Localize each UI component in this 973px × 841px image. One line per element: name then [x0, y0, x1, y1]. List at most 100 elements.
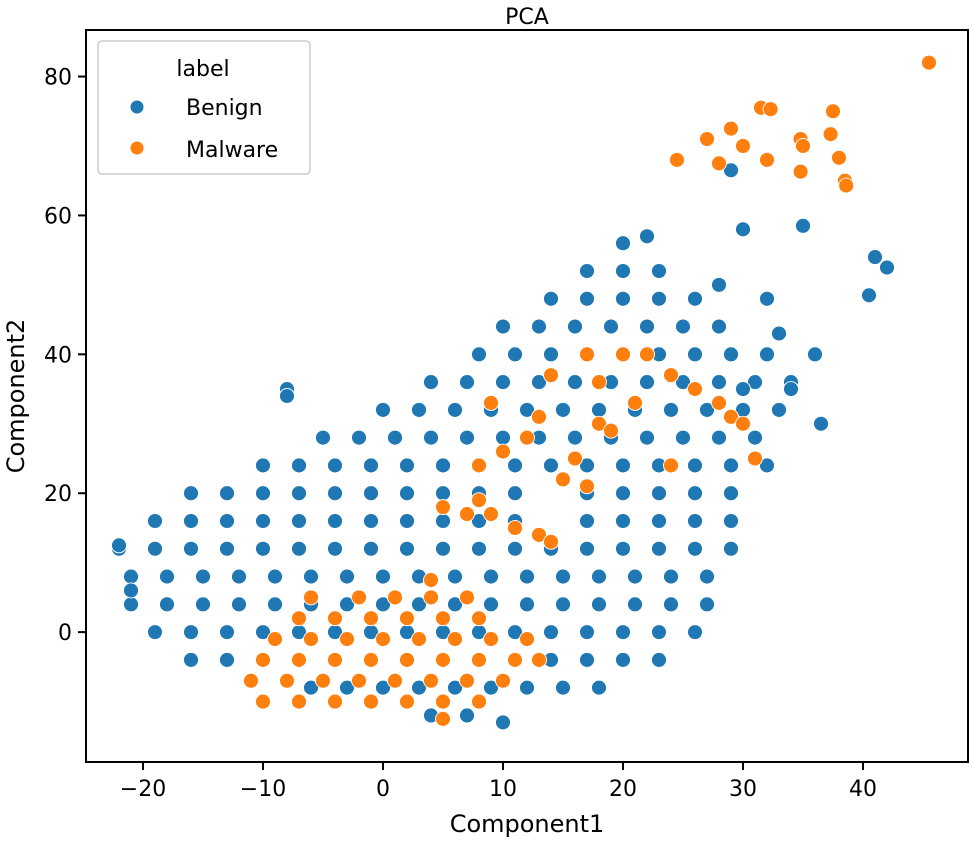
point-benign-89: [579, 540, 595, 557]
point-benign-195: [651, 290, 667, 307]
point-benign-37: [543, 624, 559, 641]
point-benign-132: [507, 457, 523, 474]
y-axis-label: Component2: [2, 319, 30, 474]
point-benign-110: [183, 485, 199, 502]
point-malware-65: [735, 415, 751, 432]
point-malware-76: [699, 131, 715, 147]
point-benign-43: [159, 596, 175, 613]
point-malware-82: [759, 151, 775, 168]
point-benign-166: [459, 374, 475, 391]
point-malware-37: [435, 610, 451, 627]
point-benign-134: [579, 457, 595, 474]
point-benign-122: [651, 485, 667, 502]
point-benign-151: [711, 429, 727, 446]
point-benign-114: [327, 485, 343, 502]
point-benign-6: [411, 679, 427, 696]
point-benign-62: [231, 568, 247, 585]
point-benign-129: [399, 457, 415, 474]
point-benign-57: [663, 596, 679, 613]
point-malware-39: [303, 589, 319, 606]
point-benign-191: [711, 318, 727, 335]
point-benign-102: [435, 513, 451, 529]
point-benign-77: [147, 540, 163, 557]
point-malware-70: [663, 457, 679, 474]
point-benign-213: [123, 582, 139, 599]
point-benign-218: [735, 381, 751, 398]
point-benign-53: [519, 596, 535, 613]
point-benign-192: [543, 290, 559, 307]
y-tick-label: 60: [44, 204, 72, 229]
point-benign-139: [759, 457, 775, 474]
point-benign-45: [231, 596, 247, 613]
point-benign-81: [291, 540, 307, 557]
point-benign-8: [483, 679, 499, 696]
point-benign-12: [183, 651, 199, 668]
point-benign-51: [447, 596, 463, 613]
point-benign-126: [291, 457, 307, 474]
point-benign-152: [747, 429, 763, 446]
point-benign-203: [735, 221, 751, 238]
point-benign-172: [675, 374, 691, 391]
point-benign-10: [555, 679, 571, 696]
point-malware-20: [399, 651, 415, 668]
point-malware-0: [255, 693, 271, 710]
point-malware-12: [387, 672, 403, 689]
point-malware-56: [579, 346, 595, 363]
point-malware-9: [279, 672, 295, 689]
point-benign-42: [123, 596, 139, 613]
point-malware-63: [711, 394, 727, 411]
point-benign-4: [339, 679, 355, 696]
point-benign-46: [267, 596, 283, 613]
point-benign-82: [327, 540, 343, 557]
point-malware-41: [387, 589, 403, 606]
point-malware-91: [921, 54, 937, 71]
point-benign-138: [723, 457, 739, 474]
point-malware-86: [825, 103, 841, 120]
point-malware-49: [507, 520, 523, 536]
point-benign-153: [375, 401, 391, 418]
point-benign-61: [195, 568, 211, 585]
point-malware-3: [363, 693, 379, 710]
point-malware-22: [471, 651, 487, 668]
point-benign-202: [723, 162, 739, 179]
point-malware-47: [471, 492, 487, 509]
point-benign-128: [363, 457, 379, 474]
point-malware-48: [483, 506, 499, 523]
point-benign-176: [471, 346, 487, 363]
point-benign-167: [495, 374, 511, 391]
point-benign-84: [399, 540, 415, 557]
legend: label Benign Malware: [97, 40, 311, 175]
point-benign-41: [687, 624, 703, 641]
point-benign-204: [795, 217, 811, 234]
x-tick-label: 0: [376, 777, 390, 802]
point-benign-169: [567, 374, 583, 391]
point-malware-51: [543, 533, 559, 550]
point-benign-171: [639, 374, 655, 391]
point-malware-78: [723, 120, 739, 137]
x-tick-label: 30: [729, 777, 757, 802]
point-malware-57: [591, 374, 607, 391]
point-benign-9: [519, 679, 535, 696]
point-benign-58: [699, 596, 715, 613]
point-benign-59: [123, 568, 139, 585]
point-benign-206: [879, 259, 895, 276]
point-benign-174: [747, 374, 763, 391]
point-benign-71: [555, 568, 571, 585]
point-benign-115: [363, 485, 379, 502]
legend-title: label: [176, 57, 229, 82]
point-malware-16: [255, 651, 271, 668]
point-benign-52: [483, 596, 499, 613]
point-benign-78: [183, 540, 199, 557]
point-benign-13: [219, 651, 235, 668]
point-benign-90: [615, 540, 631, 557]
point-malware-7: [435, 710, 451, 727]
point-benign-26: [147, 624, 163, 641]
point-benign-87: [507, 540, 523, 557]
point-malware-55: [543, 367, 559, 384]
point-benign-194: [615, 290, 631, 307]
point-benign-127: [327, 457, 343, 474]
point-malware-11: [351, 672, 367, 689]
point-benign-83: [363, 540, 379, 557]
point-malware-14: [459, 672, 475, 689]
